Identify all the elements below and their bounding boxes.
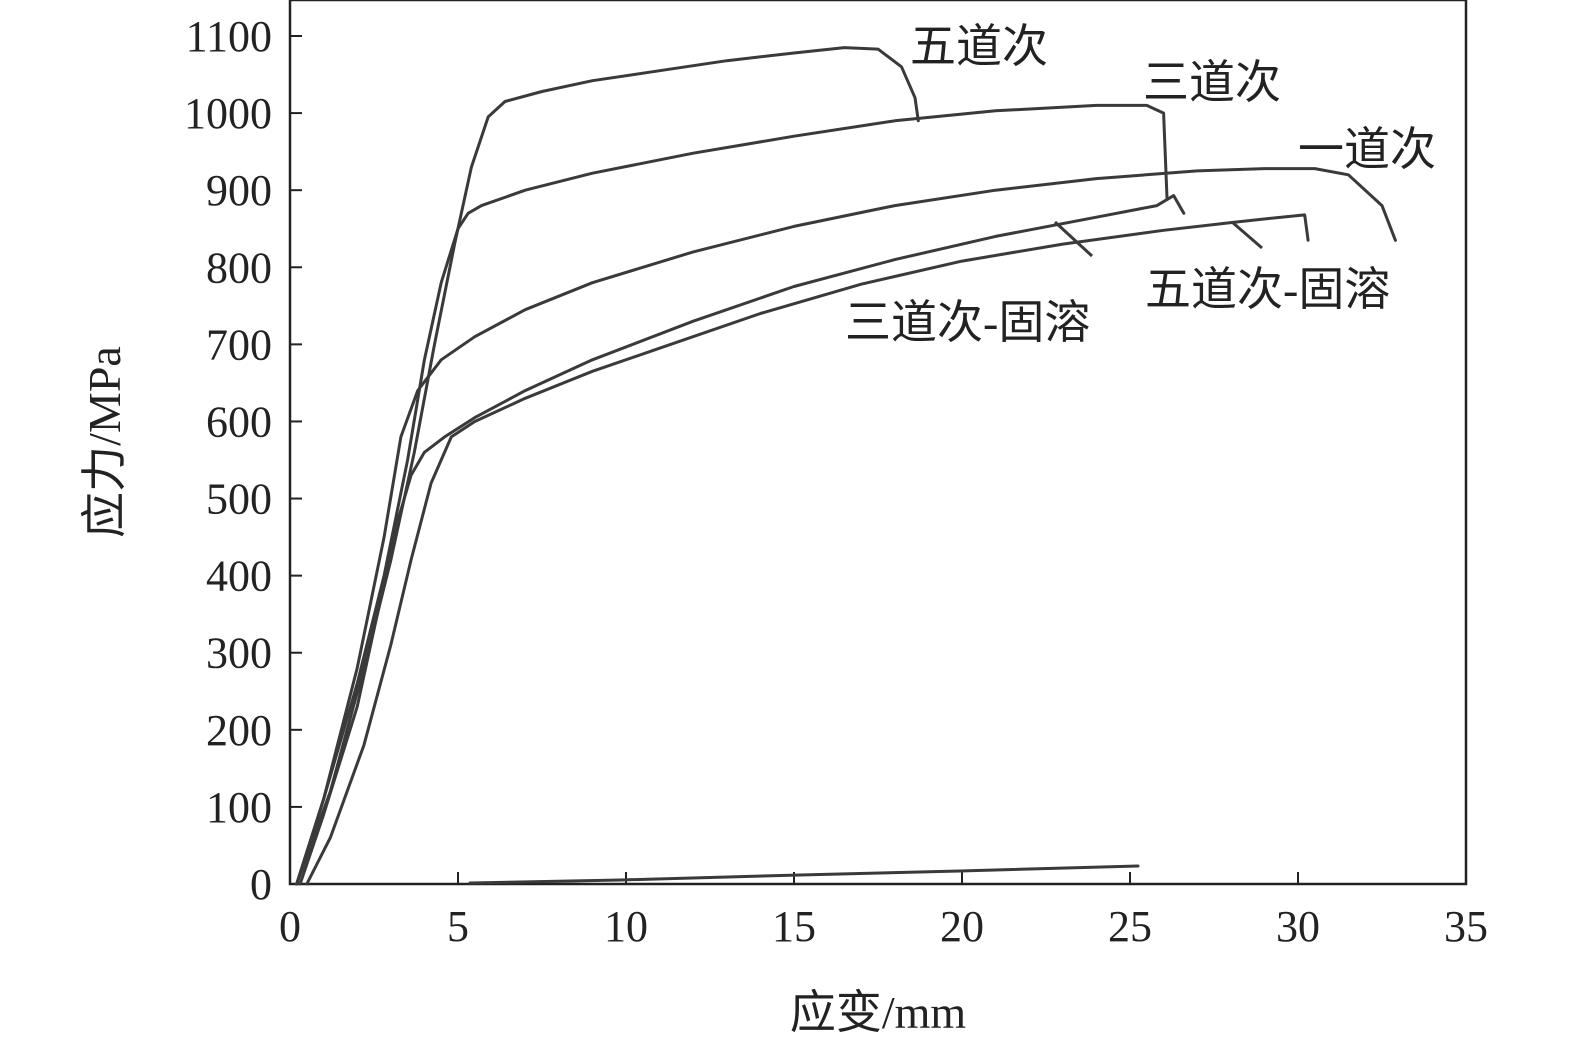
y-tick-label: 1000 [184,89,272,138]
series-labels: 五道次 三道次 一道次 三道次-固溶 五道次-固溶 [845,21,1436,348]
series-line-0 [295,46,920,886]
series-label-yidaoci: 一道次 [1298,124,1436,175]
x-tick-label: 5 [447,902,469,951]
x-tick-label: 10 [604,902,648,951]
baseline-residual-line [468,864,1140,885]
leader-line-wuci-gurong [1231,220,1263,250]
series-line-1 [295,103,1169,886]
x-axis-title: 应变/mm [790,987,967,1038]
series-line-4 [305,213,1310,886]
y-axis-title: 应力/MPa [79,346,130,538]
y-tick-label: 100 [206,783,272,832]
y-tick-label: 300 [206,629,272,678]
series-label-sandaoci-gurong: 三道次-固溶 [845,297,1090,348]
x-tick-label: 20 [940,902,984,951]
y-tick-label: 700 [206,320,272,369]
series-line-2 [295,167,1397,886]
y-tick-label: 0 [250,860,272,909]
y-tick-label: 500 [206,475,272,524]
axis-ticks: 0 5 10 15 20 25 30 35 0 100 200 300 400 500 600 700 800 9… [184,12,1488,951]
x-tick-label: 15 [772,902,816,951]
x-tick-label: 30 [1276,902,1320,951]
plot-frame [288,0,1468,886]
series-label-sandaoci: 三道次 [1143,57,1281,108]
x-tick-label: 35 [1444,902,1488,951]
series-label-wudaoci-gurong: 五道次-固溶 [1145,264,1390,315]
series-label-wudaoci: 五道次 [910,21,1048,72]
y-tick-label: 200 [206,706,272,755]
y-tick-label: 400 [206,552,272,601]
series-line-3 [298,194,1186,886]
y-tick-label: 800 [206,243,272,292]
y-tick-label: 900 [206,166,272,215]
label-leaders [1053,220,1263,258]
x-tick-label: 0 [279,902,301,951]
y-tick-label: 1100 [186,12,272,61]
x-tick-label: 25 [1108,902,1152,951]
leader-line-sanci-gurong [1053,220,1094,258]
series-layer [295,46,1397,886]
y-tick-label: 600 [206,397,272,446]
